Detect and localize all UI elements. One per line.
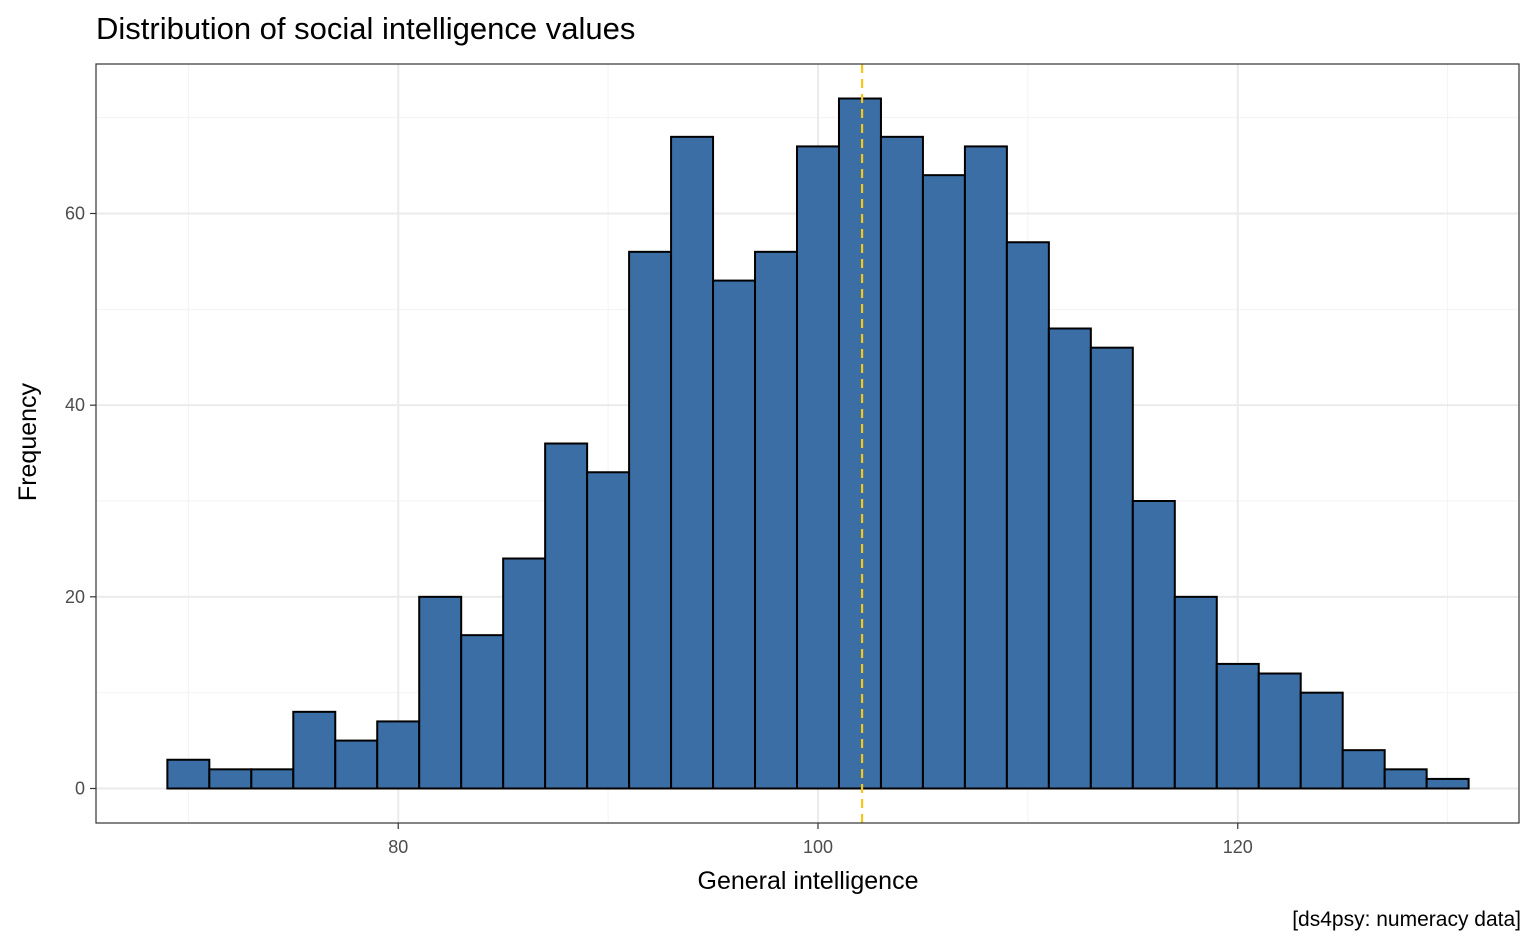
histogram-bar-22 — [1047, 327, 1092, 790]
histogram-bar-30 — [1383, 768, 1428, 790]
chart-caption: [ds4psy: numeracy data] — [1292, 908, 1521, 931]
histogram-bar-23 — [1089, 346, 1134, 790]
histogram-bar-29 — [1341, 749, 1386, 790]
histogram-bar-16 — [796, 145, 840, 790]
histogram-bar-3 — [250, 768, 295, 790]
histogram-bar-10 — [544, 442, 589, 790]
histogram-bar-15 — [754, 250, 799, 790]
histogram-bar-19 — [921, 174, 966, 790]
y-tick-label: 60 — [65, 204, 85, 224]
histogram-bars — [166, 97, 1470, 790]
x-tick-label: 80 — [388, 837, 408, 857]
histogram-bar-26 — [1215, 662, 1260, 790]
histogram-bar-18 — [879, 135, 924, 790]
histogram-bar-31 — [1425, 777, 1470, 790]
histogram-bar-21 — [1005, 241, 1050, 790]
histogram-bar-13 — [670, 135, 715, 790]
histogram-bar-1 — [166, 758, 211, 790]
histogram-bar-28 — [1299, 691, 1344, 790]
y-tick-label: 40 — [65, 395, 85, 415]
y-axis-title: Frequency — [14, 382, 42, 501]
histogram-bar-17 — [837, 97, 882, 790]
histogram-bar-12 — [628, 250, 673, 790]
histogram-bar-27 — [1257, 672, 1302, 790]
y-tick-label: 0 — [75, 779, 85, 799]
chart-title: Distribution of social intelligence valu… — [96, 11, 635, 46]
y-tick-label: 20 — [65, 587, 85, 607]
histogram-bar-24 — [1131, 500, 1176, 790]
x-tick-label: 100 — [803, 837, 833, 857]
x-tick-label: 120 — [1223, 837, 1253, 857]
histogram-bar-9 — [502, 557, 547, 790]
histogram-bar-5 — [334, 739, 379, 790]
histogram-bar-11 — [586, 471, 631, 790]
histogram-bar-7 — [418, 595, 463, 790]
histogram-bar-8 — [460, 634, 505, 790]
x-axis: 80 100 120 — [388, 823, 1253, 857]
histogram-bar-20 — [963, 145, 1008, 790]
x-axis-title: General intelligence — [698, 867, 919, 895]
histogram-bar-6 — [376, 720, 421, 790]
histogram-bar-25 — [1173, 595, 1218, 790]
histogram-bar-2 — [208, 768, 253, 790]
histogram-bar-14 — [712, 279, 757, 790]
histogram-bar-4 — [292, 710, 337, 790]
panel-border — [95, 63, 1520, 824]
y-axis: 0 20 40 60 — [65, 204, 96, 799]
